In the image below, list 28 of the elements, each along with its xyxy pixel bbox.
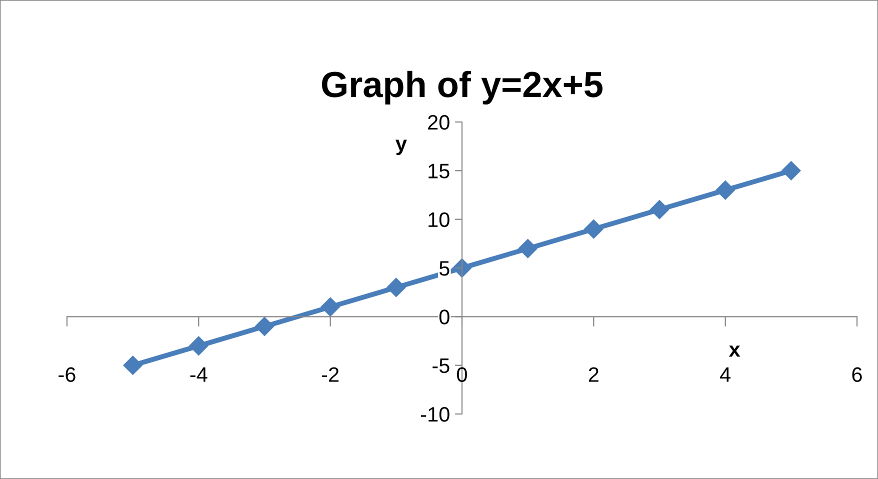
chart-title: Graph of y=2x+5: [322, 70, 602, 104]
x-tick-label: 4: [720, 367, 731, 382]
point: [189, 336, 208, 356]
y-tick-label: 20: [428, 115, 450, 130]
x-tick-label: -6: [58, 367, 76, 382]
point: [518, 239, 538, 258]
x-tick-label: 0: [457, 367, 467, 382]
y-tick-label: -5: [432, 358, 450, 374]
y-axis-title: y: [396, 140, 407, 156]
y-tick-label: 15: [428, 164, 450, 178]
y-tick-label: 10: [428, 212, 450, 228]
point: [716, 180, 735, 200]
point: [650, 200, 670, 220]
y-tick-label: -10: [421, 407, 450, 422]
point: [782, 161, 801, 180]
point: [320, 297, 340, 316]
x-tick-label: -4: [190, 367, 208, 382]
point: [386, 278, 406, 297]
x-tick-label: -2: [322, 367, 339, 382]
point: [123, 356, 142, 375]
x-tick-label: 2: [588, 367, 598, 382]
point: [452, 258, 472, 278]
x-tick-label: 6: [852, 367, 862, 382]
point: [584, 220, 604, 239]
y-tick-label: 5: [439, 261, 450, 276]
y-tick-label: 0: [439, 310, 450, 324]
point: [254, 316, 274, 336]
x-axis-title: x: [728, 346, 740, 357]
